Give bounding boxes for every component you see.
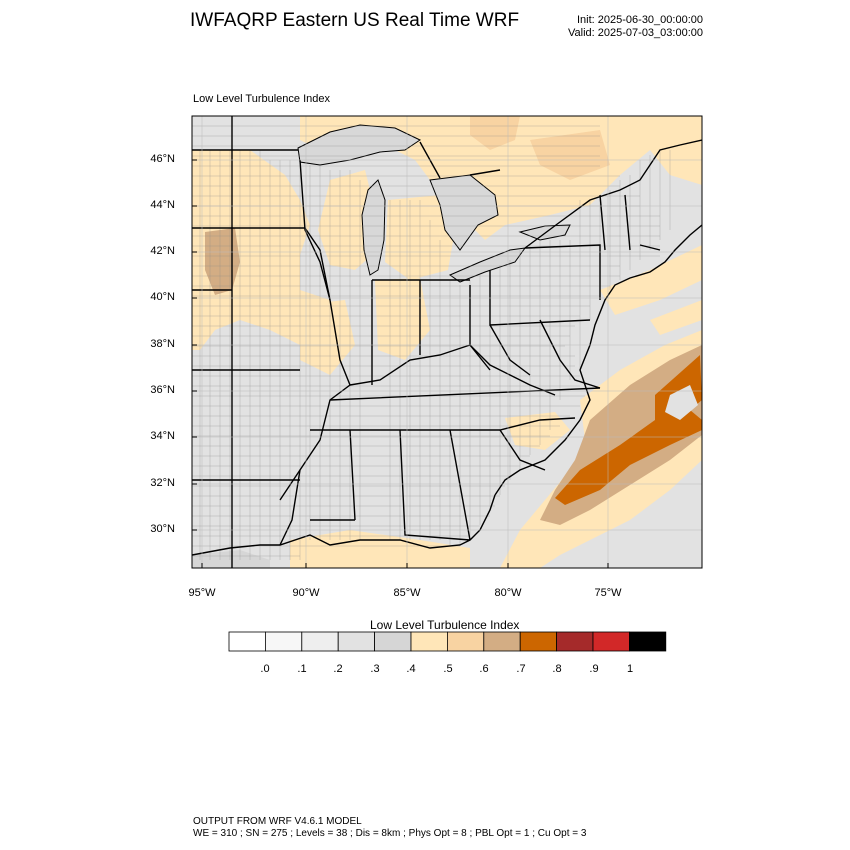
colorbar-box-6 — [446, 631, 485, 652]
colorbar-box-1 — [264, 631, 303, 652]
lat-label-36: 36°N — [150, 384, 175, 396]
colorbar-box-2 — [301, 631, 339, 652]
footer-line-2: WE = 310 ; SN = 275 ; Levels = 38 ; Dis … — [193, 828, 587, 839]
lat-label-30: 30°N — [150, 523, 175, 535]
lon-label-80: 80°W — [494, 587, 522, 599]
colorbar-box-8 — [519, 631, 558, 652]
colorbar-box-4 — [374, 631, 412, 652]
map-field — [192, 116, 702, 568]
colorbar-label-9: .9 — [589, 663, 599, 675]
field-ne-atlantic-2 — [650, 300, 702, 335]
map-frame — [191, 115, 703, 569]
lon-label-85: 85°W — [393, 587, 421, 599]
colorbar-label-5: .5 — [443, 663, 453, 675]
footer-line-1: OUTPUT FROM WRF V4.6.1 MODEL — [193, 816, 362, 827]
colorbar-box-3 — [337, 631, 376, 652]
field-indiana — [375, 278, 430, 360]
field-gulf-west — [192, 550, 270, 568]
colorbar-label-3: .3 — [370, 663, 380, 675]
colorbar-label-8: .8 — [552, 663, 562, 675]
field-canada-patch-2 — [530, 130, 610, 180]
lon-label-90: 90°W — [292, 587, 320, 599]
colorbar-box-10 — [592, 631, 630, 652]
colorbar-label-4: .4 — [406, 663, 416, 675]
colorbar-box-0 — [228, 631, 266, 652]
time-info: Init: 2025-06-30_00:00:00 Valid: 2025-07… — [568, 14, 703, 40]
colorbar-title: Low Level Turbulence Index — [370, 618, 520, 632]
page-title: IWFAQRP Eastern US Real Time WRF — [190, 10, 520, 31]
field-canada-patch-1 — [470, 116, 520, 150]
colorbar-label-7: .7 — [516, 663, 526, 675]
colorbar-label-2: .2 — [333, 663, 343, 675]
field-wisconsin — [318, 170, 375, 270]
field-plains — [192, 150, 330, 350]
lat-label-46: 46°N — [150, 153, 175, 165]
lake-huron — [429, 174, 499, 251]
lake-superior — [297, 124, 422, 166]
colorbar-box-7 — [483, 631, 521, 652]
lat-label-44: 44°N — [150, 199, 175, 211]
field-nc — [505, 412, 570, 450]
colorbar-box-9 — [556, 631, 594, 652]
colorbar-label-10: 1 — [626, 663, 634, 675]
colorbar-label-1: .1 — [297, 663, 307, 675]
field-title: Low Level Turbulence Index — [193, 93, 330, 105]
colorbar-box-5 — [410, 631, 448, 652]
lat-label-38: 38°N — [150, 338, 175, 350]
field-illinois — [300, 300, 355, 375]
field-ne-atlantic — [600, 245, 702, 315]
field-atlantic-gap — [665, 385, 698, 420]
init-time: Init: 2025-06-30_00:00:00 — [577, 14, 703, 26]
colorbar-label-0: .0 — [260, 663, 270, 675]
lat-label-34: 34°N — [150, 430, 175, 442]
field-gulf — [290, 530, 470, 568]
lat-label-32: 32°N — [150, 477, 175, 489]
model-info-footer: OUTPUT FROM WRF V4.6.1 MODEL WE = 310 ; … — [193, 816, 586, 840]
lon-label-75: 75°W — [594, 587, 622, 599]
colorbar-label-6: .6 — [479, 663, 489, 675]
lake-michigan — [361, 179, 386, 276]
lon-label-95: 95°W — [188, 587, 216, 599]
field-atlantic-orange — [555, 355, 702, 505]
lat-label-40: 40°N — [150, 291, 175, 303]
county-grid — [192, 125, 671, 560]
field-plains-tan — [205, 228, 240, 295]
colorbar-box-11 — [629, 631, 667, 652]
graticule — [192, 116, 702, 568]
lat-label-42: 42°N — [150, 245, 175, 257]
axis-ticks — [192, 159, 609, 568]
valid-time: Valid: 2025-07-03_03:00:00 — [568, 27, 703, 39]
